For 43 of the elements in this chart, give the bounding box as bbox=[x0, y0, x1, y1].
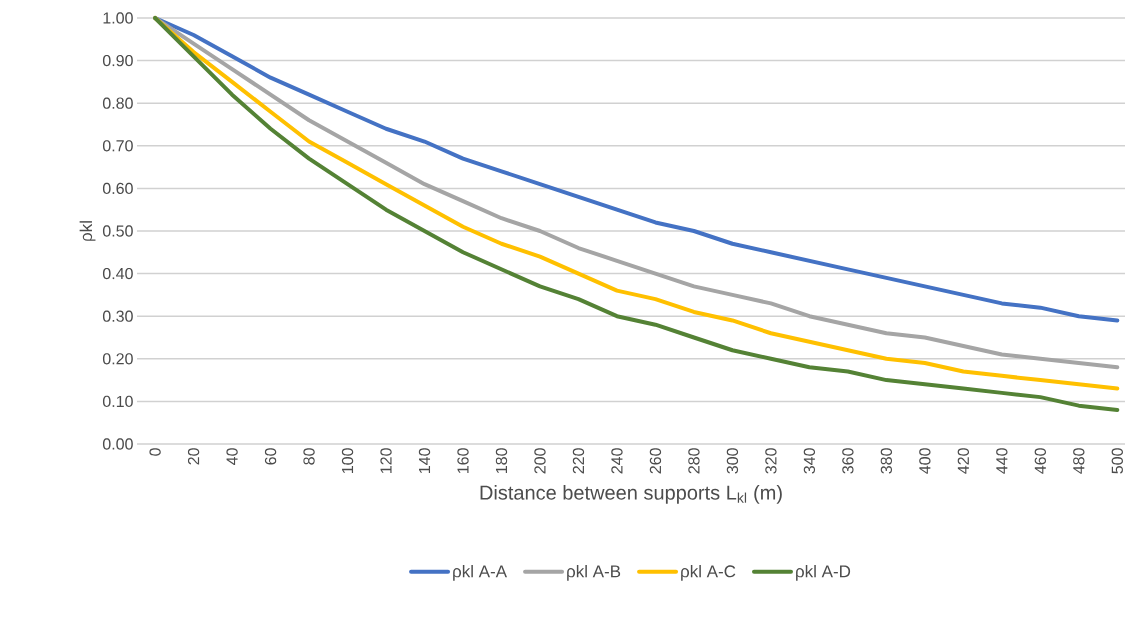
y-tick-label: 0.60 bbox=[102, 182, 133, 195]
legend-label: ρkl A-D bbox=[796, 564, 851, 581]
x-tick-label: 120 bbox=[380, 448, 392, 473]
legend-label: ρkl A-A bbox=[453, 564, 508, 581]
y-tick-label: 0.40 bbox=[102, 267, 133, 280]
x-tick-label: 440 bbox=[996, 448, 1008, 474]
x-tick-label: 300 bbox=[726, 448, 739, 474]
y-tick-label: 1.00 bbox=[103, 12, 133, 24]
x-tick-label: 180 bbox=[495, 448, 508, 473]
y-tick-label: 0.10 bbox=[102, 395, 133, 408]
legend-label: ρkl A-C bbox=[681, 564, 736, 581]
y-tick-label: 0.70 bbox=[102, 140, 133, 152]
x-tick-label: 60 bbox=[264, 448, 277, 465]
x-tick-label: 160 bbox=[457, 448, 469, 473]
x-tick-label: 320 bbox=[765, 448, 777, 474]
x-tick-label: 400 bbox=[919, 448, 931, 474]
legend-label: ρkl A-B bbox=[567, 564, 621, 581]
y-tick-label: 0.80 bbox=[102, 97, 133, 109]
x-tick-label: 40 bbox=[226, 448, 238, 465]
x-tick-label: 420 bbox=[957, 448, 970, 474]
x-tick-label: 380 bbox=[880, 448, 893, 474]
x-tick-label: 200 bbox=[534, 448, 546, 474]
y-tick-label: 0.50 bbox=[102, 225, 133, 237]
x-tick-label: 340 bbox=[803, 448, 816, 474]
x-tick-label: 220 bbox=[572, 448, 585, 474]
y-axis-title: ρkl bbox=[79, 221, 96, 241]
x-tick-label: 280 bbox=[688, 448, 700, 474]
x-tick-label: 100 bbox=[341, 448, 354, 473]
x-tick-label: 260 bbox=[649, 448, 662, 474]
x-tick-label: 240 bbox=[611, 448, 623, 474]
x-tick-label: 500 bbox=[1111, 448, 1123, 474]
x-tick-label: 0 bbox=[149, 448, 161, 456]
x-tick-label: 140 bbox=[418, 448, 431, 473]
y-tick-label: 0.30 bbox=[102, 310, 133, 322]
x-tick-label: 360 bbox=[842, 448, 854, 474]
y-tick-label: 0.20 bbox=[102, 353, 133, 365]
x-tick-label: 480 bbox=[1073, 448, 1085, 474]
x-axis-title: Distance between supports L$_{kl}$ (m) bbox=[480, 485, 782, 504]
x-tick-label: 20 bbox=[187, 448, 200, 465]
y-tick-label: 0.90 bbox=[102, 54, 133, 67]
y-tick-label: 0.00 bbox=[102, 438, 133, 450]
x-tick-label: 80 bbox=[303, 448, 315, 465]
x-tick-label: 460 bbox=[1034, 448, 1046, 474]
